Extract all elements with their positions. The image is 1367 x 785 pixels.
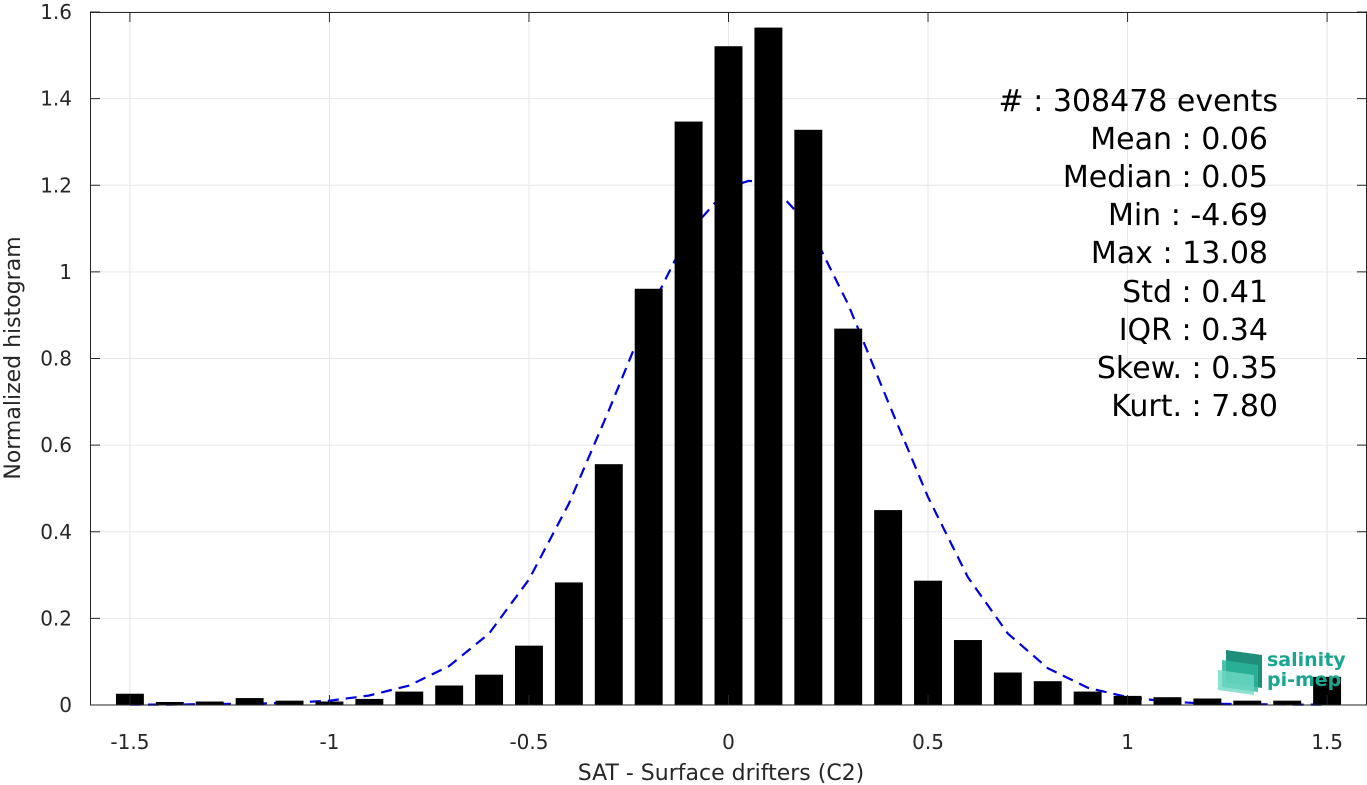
y-tick-label: 0 [59,693,72,717]
logo-line1: salinity [1267,649,1346,671]
x-tick-label: 1.5 [1311,730,1343,754]
histogram-bar [275,700,304,705]
stat-iqr: IQR : 0.34 [1119,313,1268,348]
histogram-bar [634,288,663,705]
histogram-bar [195,701,224,705]
histogram-bar [953,640,982,705]
y-tick-label: 1 [59,260,72,284]
histogram-bar [1193,698,1222,705]
salinity-pimep-logo: salinity pi-mep [1218,649,1346,695]
y-tick-label: 1.2 [40,173,72,197]
stat-min: Min : -4.69 [1108,198,1268,233]
histogram-bar [594,464,623,705]
histogram-bar [993,672,1022,705]
stat-max: Max : 13.08 [1091,236,1268,271]
histogram-bar [1073,691,1102,705]
histogram-bar [395,691,424,705]
histogram-bar [554,582,583,705]
stat-std: Std : 0.41 [1122,275,1268,310]
histogram-bar [874,510,903,705]
histogram-bar [435,685,464,705]
histogram-bar [1233,700,1262,705]
logo-waves-icon [1218,650,1262,695]
stat-median: Median : 0.05 [1063,160,1268,195]
x-tick-label: -1.5 [110,730,149,754]
ticks: -1.5 -1 -0.5 0 0.5 1 1.5 0 0.2 0.4 0.6 0.8 1 1.2 1.4 1.… [40,0,1367,754]
logo-line2: pi-mep [1267,669,1341,691]
histogram-bar [714,46,743,706]
y-tick-label: 0.4 [40,520,72,544]
histogram-bar [235,698,264,705]
y-tick-label: 1.4 [40,87,72,111]
x-tick-label: -0.5 [509,730,548,754]
histogram-bar [794,129,823,705]
histogram-bar [674,121,703,705]
stat-skew: Skew. : 0.35 [1097,351,1278,386]
stat-count: # : 308478 events [999,84,1278,119]
bars [115,27,1342,706]
fit-curve-layer [129,179,1328,706]
x-tick-label: 1 [1121,730,1134,754]
histogram-bar [1153,697,1182,705]
x-axis-label: SAT - Surface drifters (C2) [578,761,865,785]
y-tick-label: 0.8 [40,347,72,371]
y-tick-label: 0.2 [40,606,72,630]
stat-kurt: Kurt. : 7.80 [1111,389,1278,424]
histogram-bar [1273,700,1302,705]
histogram-bar [355,698,384,705]
histogram-bar [475,674,504,705]
gaussian-fit-line [129,179,1328,706]
y-tick-label: 1.6 [40,0,72,24]
x-tick-label: 0 [722,730,735,754]
y-axis-label: Normalized histogram [1,236,26,479]
histogram-bar [155,701,184,705]
histogram-bar [1033,681,1062,705]
y-tick-label: 0.6 [40,433,72,457]
histogram-bar [754,27,783,705]
x-tick-label: -1 [319,730,339,754]
stats-box: # : 308478 events Mean : 0.06 Median : 0… [999,84,1278,424]
histogram-bar [834,328,863,705]
x-tick-label: 0.5 [912,730,944,754]
stat-mean: Mean : 0.06 [1090,122,1268,157]
histogram-bar [914,580,942,705]
